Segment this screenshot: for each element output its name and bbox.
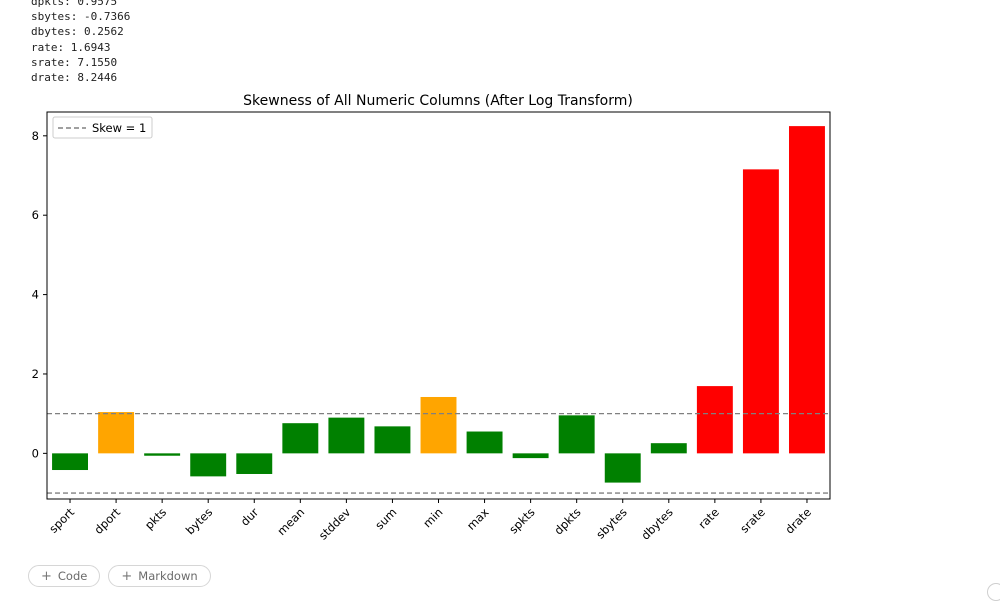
x-tick-label: rate	[695, 505, 721, 531]
x-tick-label: bytes	[183, 505, 215, 537]
x-tick-label: dur	[238, 505, 262, 529]
bar-spkts	[512, 453, 549, 459]
bar-bytes	[190, 453, 227, 477]
x-tick-label: sum	[372, 505, 399, 532]
bar-drate	[789, 126, 825, 454]
x-tick-label: dport	[91, 505, 123, 537]
bars-layer	[52, 126, 825, 483]
axes: sport dport pkts bytes dur mean stddev sum min ma…	[32, 111, 831, 543]
output-line: rate: 1.6943	[31, 40, 111, 54]
bar-dur	[236, 453, 273, 474]
bar-srate	[742, 169, 779, 454]
y-tick-label: 2	[32, 367, 39, 381]
x-tick-label: pkts	[142, 505, 169, 532]
output-line: drate: 8.2446	[31, 71, 118, 85]
add-markdown-cell-button[interactable]: + Markdown	[108, 565, 211, 587]
x-tick-label: sport	[46, 505, 77, 536]
x-tick-label: drate	[782, 505, 814, 537]
x-tick-label: srate	[737, 505, 768, 536]
y-tick-label: 4	[32, 288, 39, 302]
y-tick-label: 0	[32, 446, 39, 460]
chart-title: Skewness of All Numeric Columns (After L…	[243, 93, 633, 109]
output-line: dpkts: 0.9575	[31, 0, 118, 8]
bar-sport	[52, 453, 88, 471]
x-tick-label: sbytes	[593, 505, 630, 542]
cell-toolbar: + Code + Markdown	[28, 565, 211, 587]
legend-box	[52, 116, 153, 139]
x-tick-label: mean	[274, 505, 307, 538]
bar-rate	[696, 386, 733, 454]
x-tick-label: spkts	[506, 505, 537, 536]
output-line: sbytes: -0.7366	[31, 10, 131, 24]
y-tick-label: 6	[32, 208, 39, 222]
plot-frame	[46, 111, 831, 500]
bar-dport	[98, 412, 135, 454]
x-tick-label: min	[420, 505, 445, 530]
bar-mean	[282, 423, 319, 454]
bar-min	[420, 396, 457, 454]
plus-icon: +	[41, 568, 52, 584]
cell-output-text: dpkts: 0.9575 sbytes: -0.7366 dbytes: 0.25…	[31, 0, 130, 85]
output-line: srate: 7.1550	[31, 55, 118, 69]
scroll-indicator-icon[interactable]	[987, 583, 1000, 601]
x-tick-label: dpkts	[551, 505, 583, 537]
bar-stddev	[328, 417, 365, 454]
legend: Skew = 1	[52, 116, 153, 139]
x-tick-label: stddev	[316, 505, 354, 543]
plus-icon: +	[121, 568, 133, 584]
add-code-cell-button[interactable]: + Code	[28, 565, 101, 587]
bar-max	[466, 431, 503, 454]
bar-sbytes	[604, 453, 641, 483]
add-markdown-label: Markdown	[138, 569, 198, 583]
x-tick-label: max	[464, 505, 492, 533]
output-line: dbytes: 0.2562	[31, 25, 124, 39]
bar-dbytes	[650, 443, 687, 454]
legend-label: Skew = 1	[92, 121, 146, 135]
add-code-label: Code	[57, 569, 88, 583]
bar-sum	[374, 426, 411, 454]
bar-pkts	[144, 453, 181, 456]
x-tick-label: dbytes	[638, 505, 675, 542]
reference-lines	[47, 413, 830, 494]
y-tick-label: 8	[32, 129, 39, 143]
bar-dpkts	[558, 415, 595, 454]
